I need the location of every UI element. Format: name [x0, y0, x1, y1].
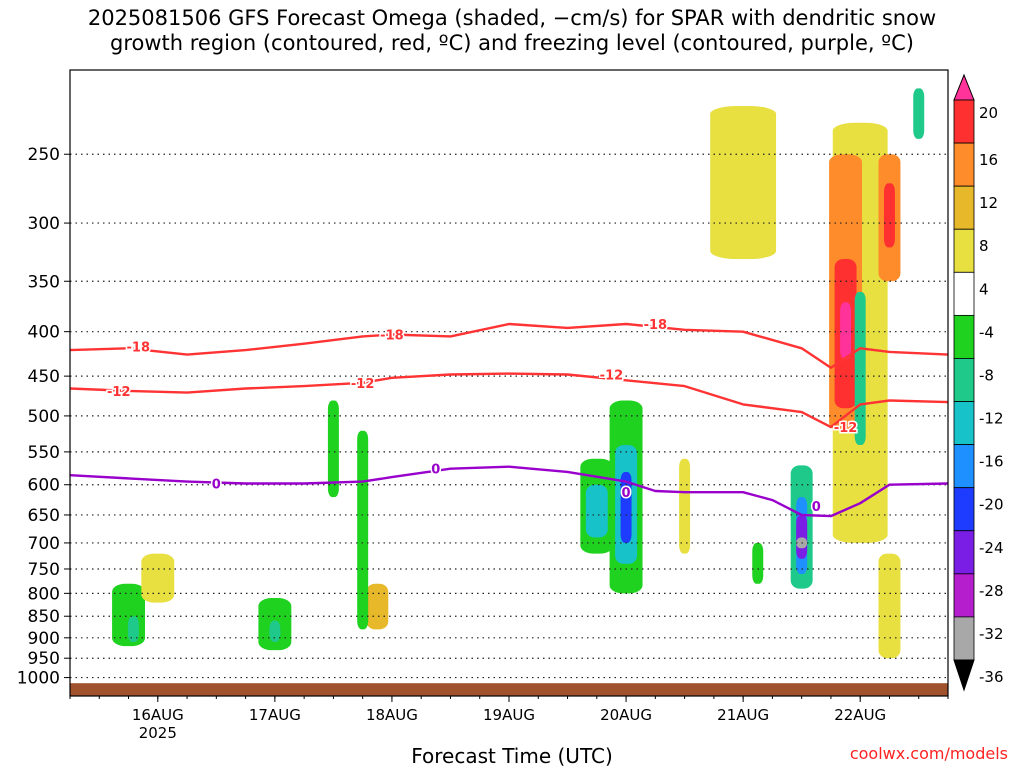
colorbar-label: -8 — [979, 366, 994, 384]
omega-shaded-region — [840, 302, 852, 359]
x-tick-label: 22AUG — [834, 706, 886, 724]
colorbar-label: 12 — [979, 194, 998, 212]
y-tick-label: 800 — [28, 584, 60, 604]
chart-title: 2025081506 GFS Forecast Omega (shaded, −… — [0, 6, 1024, 56]
contour-line-minus18 — [70, 322, 948, 369]
omega-shaded-region — [710, 105, 777, 260]
y-tick-label: 350 — [28, 272, 60, 292]
colorbar-label: -4 — [979, 323, 994, 341]
omega-shaded-region — [752, 542, 764, 584]
omega-shaded-region — [366, 583, 389, 630]
y-tick-label: 1000 — [17, 669, 60, 689]
colorbar-label: -12 — [979, 410, 1004, 428]
colorbar-segment — [953, 314, 975, 359]
colorbar-label: -36 — [979, 668, 1004, 686]
contour-label: -12 — [600, 368, 624, 383]
omega-shaded-region — [327, 400, 339, 498]
y-tick-label: 950 — [28, 649, 60, 669]
omega-shaded-region — [141, 553, 175, 603]
colorbar-segment — [953, 228, 975, 273]
colorbar-segment — [953, 616, 975, 661]
colorbar-below-triangle — [953, 659, 975, 692]
contour-label: -12 — [107, 385, 131, 400]
colorbar-segment — [953, 271, 975, 316]
y-tick-label: 450 — [28, 367, 60, 387]
colorbar-segment — [953, 185, 975, 230]
colorbar-label: -16 — [979, 453, 1004, 471]
omega-shaded-region — [585, 484, 608, 538]
contour-label: -12 — [351, 377, 375, 392]
x-axis-label: Forecast Time (UTC) — [411, 744, 613, 768]
x-tick-label: 17AUG — [249, 706, 301, 724]
x-tick-label: 16AUG — [132, 706, 184, 724]
contour-line-minus12 — [70, 372, 948, 429]
colorbar-segment — [953, 444, 975, 489]
contour-label: -18 — [380, 328, 404, 343]
omega-shaded-region — [878, 553, 901, 659]
contour-label: 0 — [431, 463, 440, 478]
colorbar-segment — [953, 142, 975, 187]
contour-label: -18 — [127, 340, 151, 355]
y-tick-label: 750 — [28, 560, 60, 580]
omega-shaded-region — [679, 458, 691, 554]
y-tick-label: 500 — [28, 407, 60, 427]
contour-label: 0 — [812, 500, 821, 515]
plot-area: -18 -18 -18 -12 -12 -12 -12 0 0 0 0 — [70, 70, 948, 696]
credit-text: coolwx.com/models — [849, 744, 1008, 763]
y-tick-label: 650 — [28, 506, 60, 526]
y-tick-label: 250 — [28, 145, 60, 165]
colorbar-segment — [953, 358, 975, 402]
omega-shaded-region — [883, 183, 895, 248]
colorbar-segment — [953, 487, 975, 532]
y-tick-label: 550 — [28, 443, 60, 463]
contour-label: -12 — [834, 421, 858, 436]
contour-label: 0 — [622, 486, 631, 501]
contour-line-0 — [70, 465, 948, 518]
colorbar-segment — [953, 573, 975, 618]
x-tick-label: 19AUG — [483, 706, 535, 724]
colorbar-segment — [953, 530, 975, 575]
omega-shaded-region — [913, 88, 925, 139]
x-tick-label: 18AUG — [366, 706, 418, 724]
omega-shaded-region — [796, 514, 808, 559]
y-tick-label: 400 — [28, 323, 60, 343]
ground-fill — [70, 683, 948, 696]
colorbar-label: 4 — [979, 280, 989, 298]
chart-title-line-1: 2025081506 GFS Forecast Omega (shaded, −… — [87, 6, 937, 30]
x-tick-label: 21AUG — [717, 706, 769, 724]
chart-title-line-2: growth region (contoured, red, ºC) and f… — [110, 31, 914, 55]
colorbar-label: -32 — [979, 625, 1004, 643]
colorbar-segment — [953, 99, 975, 144]
y-tick-label: 300 — [28, 214, 60, 234]
colorbar-label: -28 — [979, 582, 1004, 600]
colorbar-label: -24 — [979, 539, 1004, 557]
omega-shaded-region — [357, 430, 369, 630]
y-tick-label: 850 — [28, 607, 60, 627]
x-tick-label: 20AUG — [600, 706, 652, 724]
colorbar-segment — [953, 401, 975, 446]
y-tick-label: 700 — [28, 534, 60, 554]
x-tick-sublabel: 2025 — [139, 724, 177, 742]
omega-shaded-region — [269, 620, 281, 642]
omega-shaded-region — [127, 616, 139, 642]
colorbar-above-triangle — [953, 73, 975, 101]
y-tick-label: 600 — [28, 476, 60, 496]
colorbar-label: 20 — [979, 104, 998, 122]
plot-background — [70, 70, 948, 696]
y-tick-label: 900 — [28, 629, 60, 649]
omega-shaded-region — [620, 471, 632, 543]
colorbar-label: 8 — [979, 237, 989, 255]
contour-label: 0 — [212, 477, 221, 492]
colorbar-label: 16 — [979, 151, 998, 169]
colorbar-label: -20 — [979, 496, 1004, 514]
contour-label: -18 — [644, 318, 668, 333]
